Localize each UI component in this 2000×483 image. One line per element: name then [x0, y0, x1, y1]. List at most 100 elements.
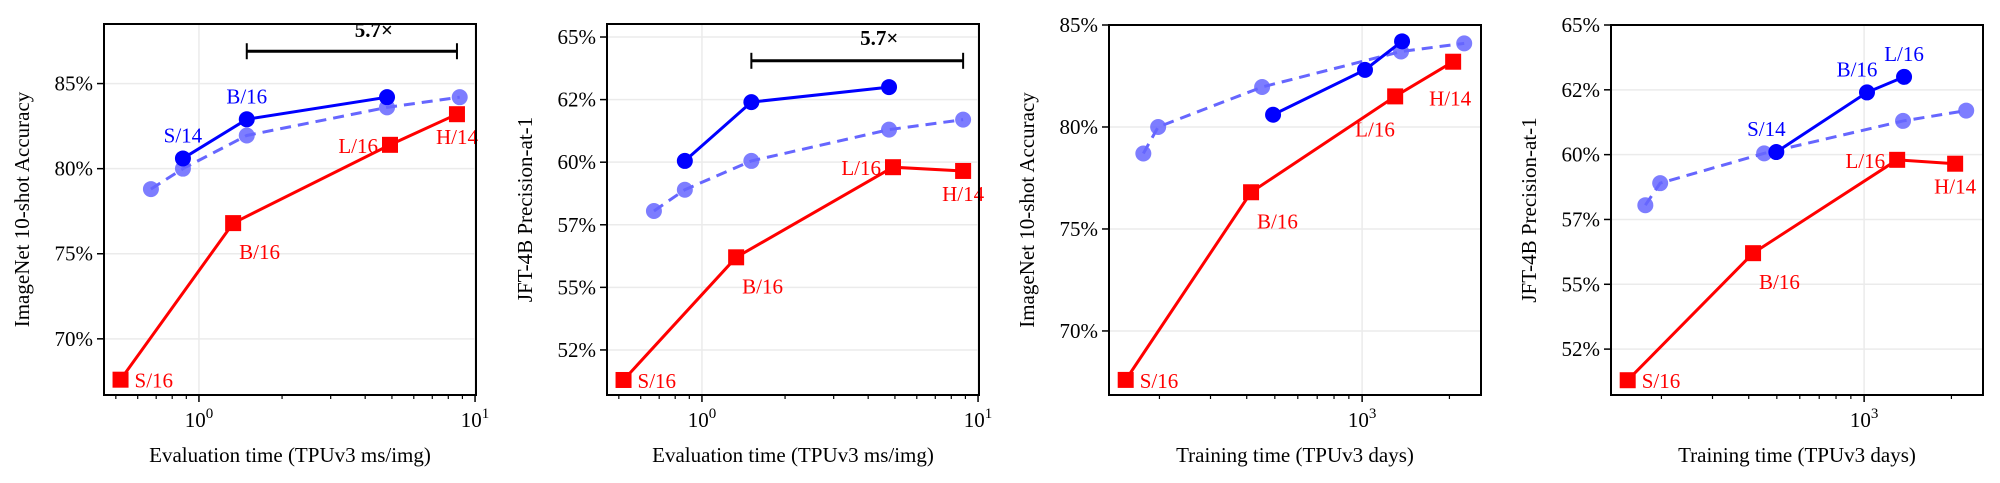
series-blue-solid — [676, 79, 898, 169]
y-tick-label: 85% — [1060, 13, 1099, 37]
data-point-label: L/16 — [1845, 149, 1885, 173]
data-point-circle — [1958, 102, 1975, 119]
data-point-square — [225, 215, 242, 232]
series-line — [1626, 158, 1956, 382]
x-axis-label: Evaluation time (TPUv3 ms/img) — [149, 443, 431, 467]
data-point-circle — [881, 121, 898, 138]
data-point-label: L/16 — [1355, 117, 1395, 141]
data-point-label: S/16 — [135, 369, 174, 393]
data-point-circle — [881, 79, 898, 96]
data-point-label: H/14 — [942, 182, 985, 206]
data-point-square — [728, 249, 745, 266]
y-tick-label: 55% — [558, 275, 597, 299]
data-point-label: B/16 — [742, 274, 783, 298]
data-point-circle — [1896, 68, 1913, 85]
data-point-square — [1745, 245, 1762, 262]
data-point-label: H/14 — [1429, 87, 1472, 111]
data-point-circle — [743, 152, 760, 169]
series-line — [653, 118, 964, 213]
speedup-bracket — [750, 52, 965, 69]
data-point-square — [1243, 184, 1260, 201]
series-blue-dashed — [142, 89, 468, 198]
data-point-square — [1947, 155, 1964, 172]
data-point-square — [1387, 88, 1404, 105]
data-point-circle — [676, 181, 693, 198]
y-tick-label: 52% — [558, 338, 597, 362]
panel-eval-imagenet: Evaluation time (TPUv3 ms/img) ImageNet … — [10, 18, 489, 467]
series-blue-solid — [1265, 33, 1411, 123]
x-axis-label: Training time (TPUv3 days) — [1678, 443, 1916, 467]
data-point-circle — [1637, 197, 1654, 214]
x-tick-base: 10 — [964, 408, 985, 432]
data-point-label: S/14 — [1747, 117, 1786, 141]
series-blue-dashed — [645, 111, 972, 220]
data-point-circle — [1265, 106, 1282, 123]
data-point-square — [112, 371, 129, 388]
data-point-label: B/16 — [239, 240, 280, 264]
y-axis-label: JFT-4B Precision-at-1 — [513, 117, 537, 302]
series-line — [622, 165, 964, 381]
x-tick-exponent: 0 — [206, 406, 214, 422]
data-point-label: H/14 — [1934, 175, 1977, 199]
data-point-square — [1445, 53, 1462, 70]
grid — [104, 24, 476, 395]
x-axis-label: Evaluation time (TPUv3 ms/img) — [652, 443, 934, 467]
x-tick-label: 100 — [688, 406, 717, 432]
x-tick-exponent: 1 — [482, 406, 490, 422]
series-line — [1142, 41, 1465, 155]
axes-frame — [1108, 24, 1482, 396]
y-tick-label: 65% — [558, 25, 597, 49]
axes-frame — [103, 23, 477, 396]
data-point-square — [448, 106, 465, 123]
data-point-circle — [676, 152, 693, 169]
data-point-circle — [1254, 79, 1271, 96]
x-tick-base: 10 — [1348, 408, 1369, 432]
panel-eval-jft: Evaluation time (TPUv3 ms/img) JFT-4B Pr… — [513, 23, 993, 467]
data-point-circle — [1356, 61, 1373, 78]
data-point-square — [884, 159, 901, 176]
data-point-label: B/16 — [226, 84, 267, 108]
x-tick-exponent: 1 — [985, 406, 993, 422]
x-tick-label: 101 — [964, 406, 993, 432]
series-line — [1124, 60, 1454, 381]
y-tick-label: 80% — [1060, 115, 1099, 139]
data-point-label: S/16 — [638, 369, 677, 393]
y-tick-label: 57% — [558, 213, 597, 237]
data-point-square — [615, 371, 632, 388]
data-point-circle — [142, 181, 159, 198]
series-line — [683, 85, 890, 163]
data-point-label: L/16 — [1884, 42, 1924, 66]
y-tick-label: 70% — [55, 327, 94, 351]
data-point-circle — [955, 111, 972, 128]
y-axis-label: JFT-4B Precision-at-1 — [1517, 117, 1541, 302]
data-point-circle — [379, 89, 396, 106]
y-tick-label: 60% — [1562, 143, 1601, 167]
panel-train-imagenet: Training time (TPUv3 days) ImageNet 10-s… — [1015, 13, 1482, 467]
speedup-bracket — [245, 43, 458, 60]
data-point-circle — [743, 94, 760, 111]
data-point-circle — [1394, 33, 1411, 50]
data-point-square — [1619, 372, 1636, 389]
y-tick-label: 65% — [1562, 13, 1601, 37]
data-point-circle — [1135, 145, 1152, 162]
data-point-label: S/16 — [1642, 369, 1681, 393]
data-point-square — [955, 162, 972, 179]
y-tick-label: 52% — [1562, 337, 1601, 361]
y-tick-label: 55% — [1562, 272, 1601, 296]
data-point-label: L/16 — [338, 134, 378, 158]
series-line — [1775, 75, 1905, 154]
x-tick-base: 10 — [688, 408, 709, 432]
series-blue-solid: S/14 B/16 — [164, 84, 396, 167]
data-point-circle — [1652, 175, 1669, 192]
data-point-label: B/16 — [1257, 209, 1298, 233]
series-blue-dashed — [1637, 102, 1975, 214]
x-tick-base: 10 — [1850, 408, 1871, 432]
data-point-square — [381, 136, 398, 153]
x-tick-label: 103 — [1850, 406, 1879, 432]
y-axis-label: ImageNet 10-shot Accuracy — [10, 91, 34, 327]
series-red-squares: S/16 B/16 L/16 H/14 — [615, 156, 985, 393]
speedup-annotation-label: 5.7× — [355, 18, 393, 42]
x-tick-exponent: 3 — [1369, 406, 1377, 422]
series-red-squares: S/16 B/16 L/16 H/14 — [112, 106, 478, 393]
